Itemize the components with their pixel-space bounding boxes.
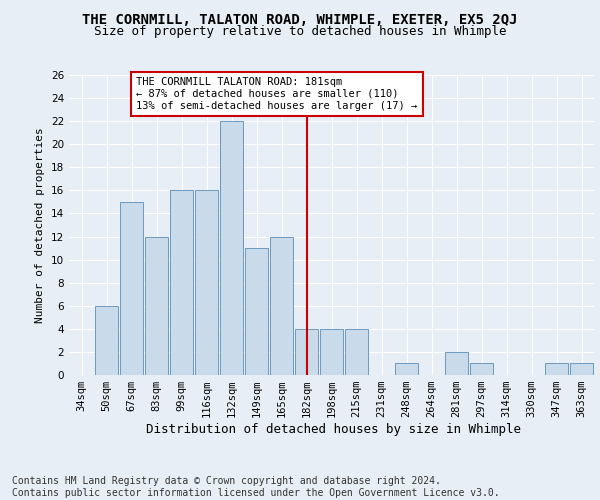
Bar — [170, 190, 193, 375]
Bar — [320, 329, 343, 375]
Bar — [545, 364, 568, 375]
Text: Distribution of detached houses by size in Whimple: Distribution of detached houses by size … — [146, 422, 521, 436]
Text: Contains HM Land Registry data © Crown copyright and database right 2024.
Contai: Contains HM Land Registry data © Crown c… — [12, 476, 500, 498]
Bar — [95, 306, 118, 375]
Bar — [120, 202, 143, 375]
Bar — [245, 248, 268, 375]
Bar — [145, 236, 168, 375]
Bar — [195, 190, 218, 375]
Bar — [295, 329, 318, 375]
Bar — [395, 364, 418, 375]
Bar — [220, 121, 243, 375]
Text: Size of property relative to detached houses in Whimple: Size of property relative to detached ho… — [94, 25, 506, 38]
Bar — [345, 329, 368, 375]
Bar — [570, 364, 593, 375]
Bar — [470, 364, 493, 375]
Bar — [445, 352, 468, 375]
Bar — [270, 236, 293, 375]
Y-axis label: Number of detached properties: Number of detached properties — [35, 127, 46, 323]
Text: THE CORNMILL TALATON ROAD: 181sqm
← 87% of detached houses are smaller (110)
13%: THE CORNMILL TALATON ROAD: 181sqm ← 87% … — [137, 78, 418, 110]
Text: THE CORNMILL, TALATON ROAD, WHIMPLE, EXETER, EX5 2QJ: THE CORNMILL, TALATON ROAD, WHIMPLE, EXE… — [82, 12, 518, 26]
